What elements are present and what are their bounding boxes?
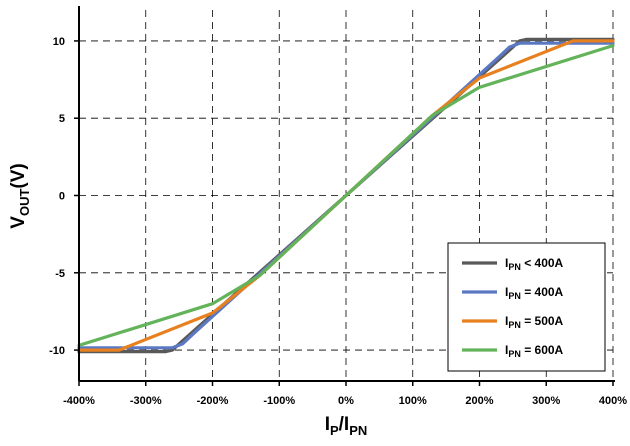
x-tick-label: -100% xyxy=(263,395,295,407)
legend-label: IPN = 500A xyxy=(505,314,564,330)
x-tick-label: 0% xyxy=(338,395,354,407)
x-tick-label: -300% xyxy=(130,395,162,407)
y-tick-label: 10 xyxy=(53,36,65,48)
legend: IPN < 400A IPN = 400A IPN = 500A IPN = 600A xyxy=(447,242,606,372)
x-tick-label: -400% xyxy=(63,395,95,407)
x-tick-label: -200% xyxy=(197,395,229,407)
axes xyxy=(74,6,615,386)
legend-label: IPN < 400A xyxy=(505,256,564,272)
x-tick-label: 200% xyxy=(465,395,493,407)
y-axis-title: VOUT(V) xyxy=(8,163,32,228)
legend-label: IPN = 600A xyxy=(505,343,564,359)
tick-labels: -10 -5 0 5 10 -400% -300% -200% -100% 0% 100% 200% 3… xyxy=(49,36,627,407)
y-tick-label: -5 xyxy=(55,268,65,280)
x-axis-title: IP/IPN xyxy=(325,414,368,438)
x-tick-label: 400% xyxy=(599,395,627,407)
series-lines xyxy=(77,37,615,354)
y-tick-label: 5 xyxy=(59,113,65,125)
x-tick-label: 300% xyxy=(532,395,560,407)
legend-label: IPN = 400A xyxy=(505,285,564,301)
series-line xyxy=(77,43,615,347)
x-tick-label: 100% xyxy=(399,395,427,407)
y-tick-label: -10 xyxy=(49,345,65,357)
y-tick-label: 0 xyxy=(59,191,65,203)
axis-titles: IP/IPN VOUT(V) xyxy=(8,163,367,438)
